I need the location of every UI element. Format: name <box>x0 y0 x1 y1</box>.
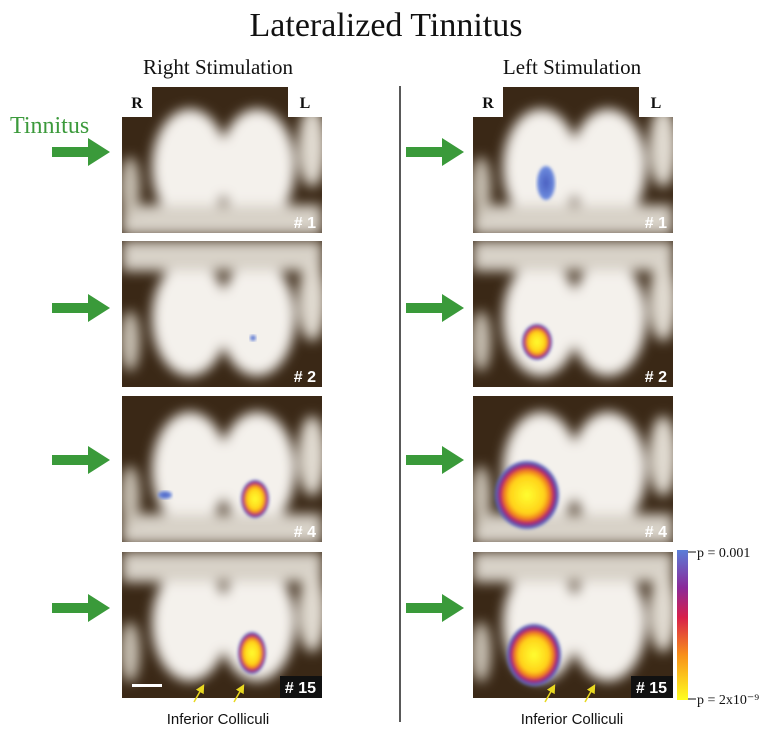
caption: Inferior Colliculi <box>521 711 624 728</box>
scan-panel: # 4 <box>120 396 326 544</box>
title: Lateralized Tinnitus <box>250 7 523 44</box>
green-arrow <box>406 294 464 322</box>
green-arrow <box>406 138 464 166</box>
scan-panel: # 2 <box>471 241 677 387</box>
scan-panel: # 15 <box>471 552 677 702</box>
panel-number: # 15 <box>636 680 667 697</box>
lobe <box>152 565 228 681</box>
tissue-side <box>471 311 491 371</box>
tissue-side <box>649 416 677 496</box>
activation <box>250 335 256 341</box>
scan-image <box>471 241 677 387</box>
tissue-side <box>649 572 677 652</box>
scan-panel: # 15 <box>120 552 326 702</box>
tissue-band <box>122 205 322 235</box>
green-arrow <box>406 594 464 622</box>
tissue-band <box>122 514 322 544</box>
orientation-label: L <box>651 95 662 112</box>
orientation-label: R <box>482 95 494 112</box>
figure: Lateralized Tinnitus Right Stimulation L… <box>0 0 772 730</box>
panel-number: # 15 <box>285 680 316 697</box>
activation <box>238 632 266 674</box>
lobe <box>219 260 295 376</box>
activation <box>537 166 555 200</box>
lobe <box>152 412 228 528</box>
column-heading: Right Stimulation <box>143 55 293 79</box>
activation <box>522 324 552 360</box>
panel-number: # 1 <box>645 215 667 232</box>
tissue-band <box>122 552 322 582</box>
panel-number: # 4 <box>645 524 667 541</box>
lobe <box>570 260 646 376</box>
activation <box>158 491 172 499</box>
tissue-side <box>120 157 140 217</box>
tissue-band <box>473 552 673 582</box>
scan-panel: # 1 R L <box>471 87 677 235</box>
caption: Inferior Colliculi <box>167 711 270 728</box>
panel-number: # 1 <box>294 215 316 232</box>
orientation-label: R <box>131 95 143 112</box>
activation <box>495 461 559 529</box>
panel-number: # 2 <box>645 369 667 386</box>
lobe <box>570 565 646 681</box>
green-arrow <box>52 138 110 166</box>
tissue-side <box>298 261 326 341</box>
green-arrow <box>52 446 110 474</box>
tissue-side <box>298 572 326 652</box>
tissue-side <box>120 311 140 371</box>
tissue-side <box>298 416 326 496</box>
scan-panel: # 1 R L <box>120 87 326 235</box>
tissue-side <box>471 157 491 217</box>
tissue-side <box>649 107 677 187</box>
scan-image <box>471 396 677 544</box>
scan-image <box>120 241 326 387</box>
lobe <box>152 260 228 376</box>
tissue-side <box>649 261 677 341</box>
activation <box>241 480 269 518</box>
panel-number: # 4 <box>294 524 316 541</box>
green-arrow <box>406 446 464 474</box>
scan-panel: # 2 <box>120 241 326 387</box>
column-heading: Left Stimulation <box>503 55 642 79</box>
panels: # 1 R L # 2 # 4 # 15 # 1 R L # 2 # 4 # 15 <box>52 87 677 702</box>
green-arrow <box>52 594 110 622</box>
tissue-band <box>473 241 673 271</box>
colorbar-label: p = 0.001 <box>697 546 750 561</box>
tissue-band <box>473 514 673 544</box>
colorbar-label: p = 2x10⁻⁹ <box>697 693 759 708</box>
scan-panel: # 4 <box>471 396 677 544</box>
orientation-label: L <box>300 95 311 112</box>
tissue-side <box>298 107 326 187</box>
scale-bar <box>132 684 162 687</box>
tissue-side <box>471 466 491 526</box>
tissue-band <box>473 205 673 235</box>
tissue-band <box>122 241 322 271</box>
tissue-side <box>120 622 140 682</box>
figure-canvas: Lateralized Tinnitus Right Stimulation L… <box>0 0 772 730</box>
scan-image <box>120 396 326 544</box>
tissue-side <box>471 622 491 682</box>
activation <box>507 624 561 686</box>
panel-number: # 2 <box>294 369 316 386</box>
green-arrow <box>52 294 110 322</box>
tissue-side <box>120 466 140 526</box>
side-label: Tinnitus <box>10 113 89 139</box>
colorbar <box>677 550 688 700</box>
lobe <box>570 412 646 528</box>
